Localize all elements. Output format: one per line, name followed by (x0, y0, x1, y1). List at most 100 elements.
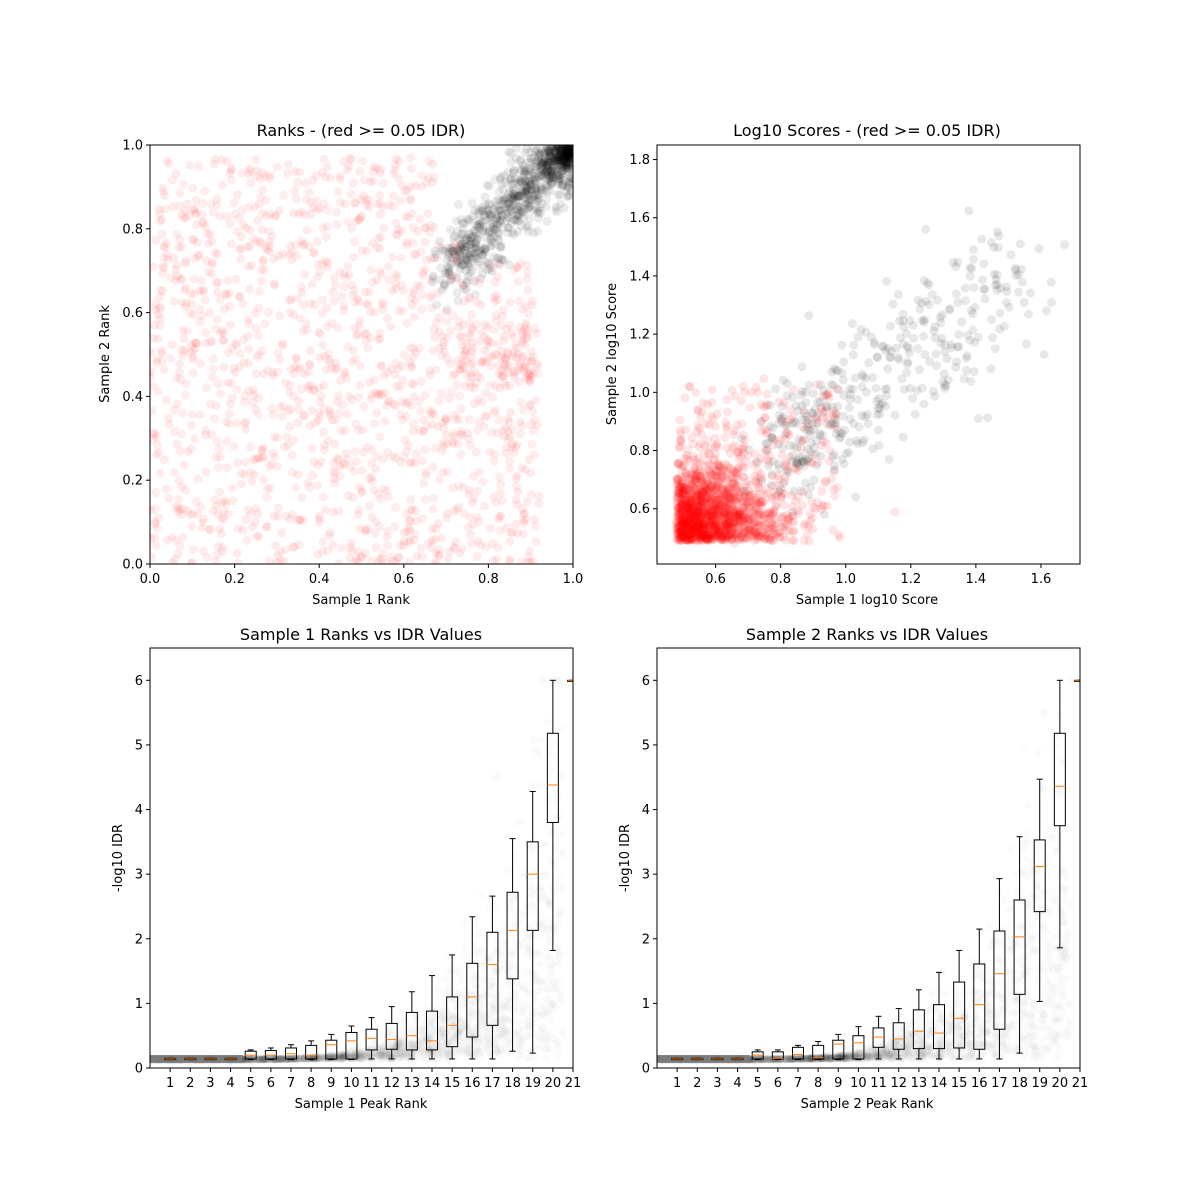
ranks-point-fail (458, 364, 468, 374)
ranks-point-pass (549, 157, 559, 167)
scores-point-fail (681, 535, 691, 545)
ranks-point-fail (391, 154, 401, 164)
ranks-point-fail (442, 430, 452, 440)
ranks-point-fail (438, 441, 448, 451)
scores-point-pass (793, 406, 803, 416)
ranks-point-fail (427, 407, 437, 417)
ranks-point-fail (197, 311, 207, 321)
ranks-point-fail (494, 512, 504, 522)
ranks-point-fail (169, 405, 179, 415)
ranks-point-fail (466, 352, 476, 362)
ranks-point-fail (323, 349, 333, 359)
ranks-point-fail (287, 247, 297, 257)
scores-point-pass (831, 409, 841, 419)
ranks-point-fail (158, 187, 168, 197)
ranks-point-fail (503, 426, 513, 436)
ranks-point-fail (178, 504, 188, 514)
ranks-point-pass (528, 228, 538, 238)
ranks-point-pass (493, 205, 503, 215)
ranks-point-fail (517, 352, 527, 362)
ranks-point-fail (443, 508, 453, 518)
scores-point-fail (733, 509, 743, 519)
ranks-point-pass (517, 221, 527, 231)
ranks-point-fail (313, 550, 323, 560)
scores-point-fail (686, 474, 696, 484)
ranks-point-fail (175, 188, 185, 198)
scores-point-fail (704, 448, 714, 458)
ranks-point-pass (558, 155, 568, 165)
ranks-point-fail (254, 303, 264, 313)
scores-point-fail (682, 499, 692, 509)
ranks-point-pass (525, 164, 535, 174)
ranks-point-pass (518, 172, 528, 182)
ranks-point-pass (455, 242, 465, 252)
ranks-point-pass (529, 172, 539, 182)
ranks-point-fail (357, 552, 367, 562)
ranks-point-fail (423, 209, 433, 219)
ranks-point-fail (417, 552, 427, 562)
ranks-point-fail (472, 371, 482, 381)
ranks-point-fail (183, 446, 193, 456)
ranks-point-fail (332, 363, 342, 373)
scores-point-pass (1047, 298, 1057, 308)
ranks-point-fail (366, 307, 376, 317)
scores-point-pass (861, 387, 871, 397)
ranks-point-fail (191, 338, 201, 348)
scores-point-fail (738, 381, 748, 391)
ranks-point-fail (481, 357, 491, 367)
scores-point-fail (673, 474, 683, 484)
ranks-point-pass (429, 253, 439, 263)
ranks-point-pass (563, 166, 573, 176)
ranks-point-fail (383, 261, 393, 271)
scores-point-fail (708, 501, 718, 511)
scores-point-fail (675, 415, 685, 425)
scores-point-pass (882, 276, 892, 286)
ranks-point-pass (534, 153, 544, 163)
ranks-point-pass (458, 259, 468, 269)
ranks-point-pass (545, 167, 555, 177)
ranks-point-pass (526, 157, 536, 167)
ranks-point-fail (313, 416, 323, 426)
ranks-point-fail (163, 413, 173, 423)
ranks-point-pass (453, 296, 463, 306)
scores-point-fail (782, 429, 792, 439)
scores-point-pass (744, 445, 754, 455)
ranks-point-fail (350, 467, 360, 477)
ranks-point-fail (471, 447, 481, 457)
ranks-point-pass (443, 262, 453, 272)
ranks-point-pass (526, 195, 536, 205)
ranks-point-pass (562, 145, 572, 150)
ranks-point-pass (461, 242, 471, 252)
ranks-point-pass (518, 185, 528, 195)
ranks-point-fail (382, 367, 392, 377)
scores-point-pass (965, 271, 975, 281)
ranks-point-pass (559, 145, 569, 150)
scores-point-fail (686, 495, 696, 505)
ranks-point-fail (270, 281, 280, 291)
ranks-point-fail (388, 202, 398, 212)
ranks-point-pass (553, 153, 563, 163)
ranks-point-pass (536, 208, 546, 218)
ranks-point-pass (551, 145, 561, 151)
ranks-point-fail (498, 426, 508, 436)
scores-point-pass (968, 245, 978, 255)
scores-point-fail (701, 534, 711, 544)
ranks-point-fail (284, 249, 294, 259)
ranks-point-fail (186, 444, 196, 454)
ranks-point-fail (309, 249, 319, 259)
ranks-point-pass (506, 205, 516, 215)
ranks-point-pass (556, 160, 566, 170)
ranks-point-fail (150, 428, 158, 438)
ranks-point-pass (428, 277, 438, 287)
ranks-point-fail (375, 244, 385, 254)
ranks-frame (149, 144, 574, 565)
ranks-point-fail (456, 404, 466, 414)
ranks-point-fail (426, 220, 436, 230)
ranks-point-pass (528, 191, 538, 201)
ranks-point-fail (495, 488, 505, 498)
ranks-point-pass (505, 197, 515, 207)
ranks-point-fail (464, 489, 474, 499)
ranks-point-fail (344, 391, 354, 401)
ranks-point-pass (474, 230, 484, 240)
